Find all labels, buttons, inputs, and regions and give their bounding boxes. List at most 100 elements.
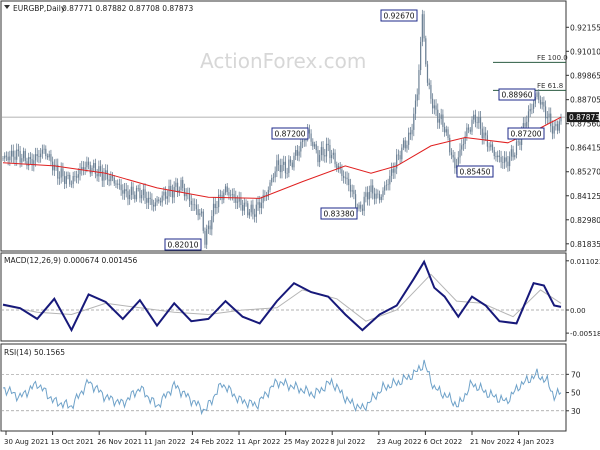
candle-body (353, 190, 354, 194)
date-tick-label: 4 Jan 2023 (517, 438, 555, 446)
candle-body (321, 147, 322, 155)
candle-body (405, 140, 406, 148)
candle-body (50, 154, 51, 162)
candle-body (259, 202, 260, 208)
candle-body (237, 202, 238, 203)
candle-body (139, 188, 140, 198)
price-tick-label: 0.88705 (570, 96, 600, 105)
candle-body (343, 176, 344, 178)
candle-body (174, 187, 175, 198)
candle-body (38, 156, 39, 157)
candle-body (345, 178, 346, 179)
annotation-label: 0.83380 (324, 210, 355, 219)
candle-body (254, 214, 255, 216)
candle-body (352, 190, 353, 191)
candle-body (88, 162, 89, 165)
candle-body (59, 178, 60, 179)
candle-body (273, 177, 274, 178)
date-tick-label: 30 Aug 2021 (4, 438, 49, 446)
chart-header: EURGBP,Daily 0.87771 0.87882 0.87708 0.8… (4, 4, 193, 13)
candle-body (401, 148, 402, 160)
candle-body (11, 151, 12, 157)
candle-body (115, 183, 116, 184)
candle-body (25, 151, 26, 161)
candle-body (247, 203, 248, 215)
candle-body (391, 169, 392, 176)
candle-body (468, 128, 469, 130)
candle-body (466, 128, 467, 137)
candle-body (299, 152, 300, 156)
candle-body (439, 119, 440, 123)
candle-body (4, 156, 5, 159)
candle-body (403, 140, 404, 147)
candle-body (114, 178, 115, 184)
candle-body (554, 126, 555, 133)
candle-body (26, 161, 27, 166)
candle-body (167, 196, 168, 198)
candle-body (201, 212, 202, 214)
candle-body (526, 122, 527, 127)
candle-body (369, 192, 370, 199)
price-annotation: 0.88960 (499, 89, 535, 100)
candle-body (499, 156, 500, 157)
candle-body (516, 142, 517, 155)
candle-body (408, 133, 409, 145)
candle-body (506, 157, 507, 161)
candle-body (278, 160, 279, 165)
candle (420, 37, 421, 75)
candle-body (370, 185, 371, 192)
candle-body (136, 188, 137, 199)
symbol-label: EURGBP,Daily (13, 4, 66, 13)
candle-body (310, 134, 311, 142)
candle-body (49, 154, 50, 157)
candle-body (227, 186, 228, 192)
candle-body (85, 167, 86, 169)
candle-body (435, 105, 436, 109)
candle-body (471, 120, 472, 132)
date-tick-label: 6 Oct 2022 (423, 438, 462, 446)
candle-body (482, 129, 483, 139)
date-tick-label: 11 Jan 2022 (144, 438, 186, 446)
candle-body (461, 145, 462, 149)
candle-body (276, 160, 277, 171)
candle-body (411, 130, 412, 134)
price-annotation: 0.92670 (381, 10, 417, 21)
candle-body (2, 159, 3, 160)
candle-body (449, 138, 450, 152)
price-tick-label: 0.92155 (570, 23, 600, 32)
candle-body (324, 155, 325, 156)
candle-body (451, 152, 452, 155)
date-tick-label: 21 Nov 2022 (470, 438, 515, 446)
candle-body (492, 144, 493, 150)
annotation-label: 0.87200 (275, 130, 306, 139)
candle-body (134, 195, 135, 200)
candle-body (160, 201, 161, 202)
candle-body (386, 185, 387, 186)
annotation-label: 0.88960 (502, 91, 533, 100)
candle-body (112, 176, 113, 178)
candle-body (153, 205, 154, 207)
price-annotation: 0.87200 (508, 128, 544, 139)
candle-body (297, 150, 298, 156)
candle-body (141, 195, 142, 198)
candle-body (518, 142, 519, 143)
candle-body (220, 195, 221, 196)
candle-body (287, 173, 288, 174)
price-tick-label: 0.91010 (570, 47, 600, 56)
candle-body (42, 150, 43, 154)
candle-body (244, 203, 245, 211)
candle-body (459, 150, 460, 158)
candle-body (497, 156, 498, 158)
candle-body (364, 197, 365, 211)
candle-body (216, 207, 217, 208)
candle-body (69, 175, 70, 184)
date-tick-label: 25 May 2022 (284, 438, 330, 446)
candle-body (376, 194, 377, 199)
candle-body (341, 169, 342, 176)
candle-body (446, 129, 447, 132)
candle-body (328, 144, 329, 145)
candle-body (13, 151, 14, 157)
candle-body (524, 123, 525, 127)
candle-body (543, 102, 544, 107)
candle-body (150, 198, 151, 199)
